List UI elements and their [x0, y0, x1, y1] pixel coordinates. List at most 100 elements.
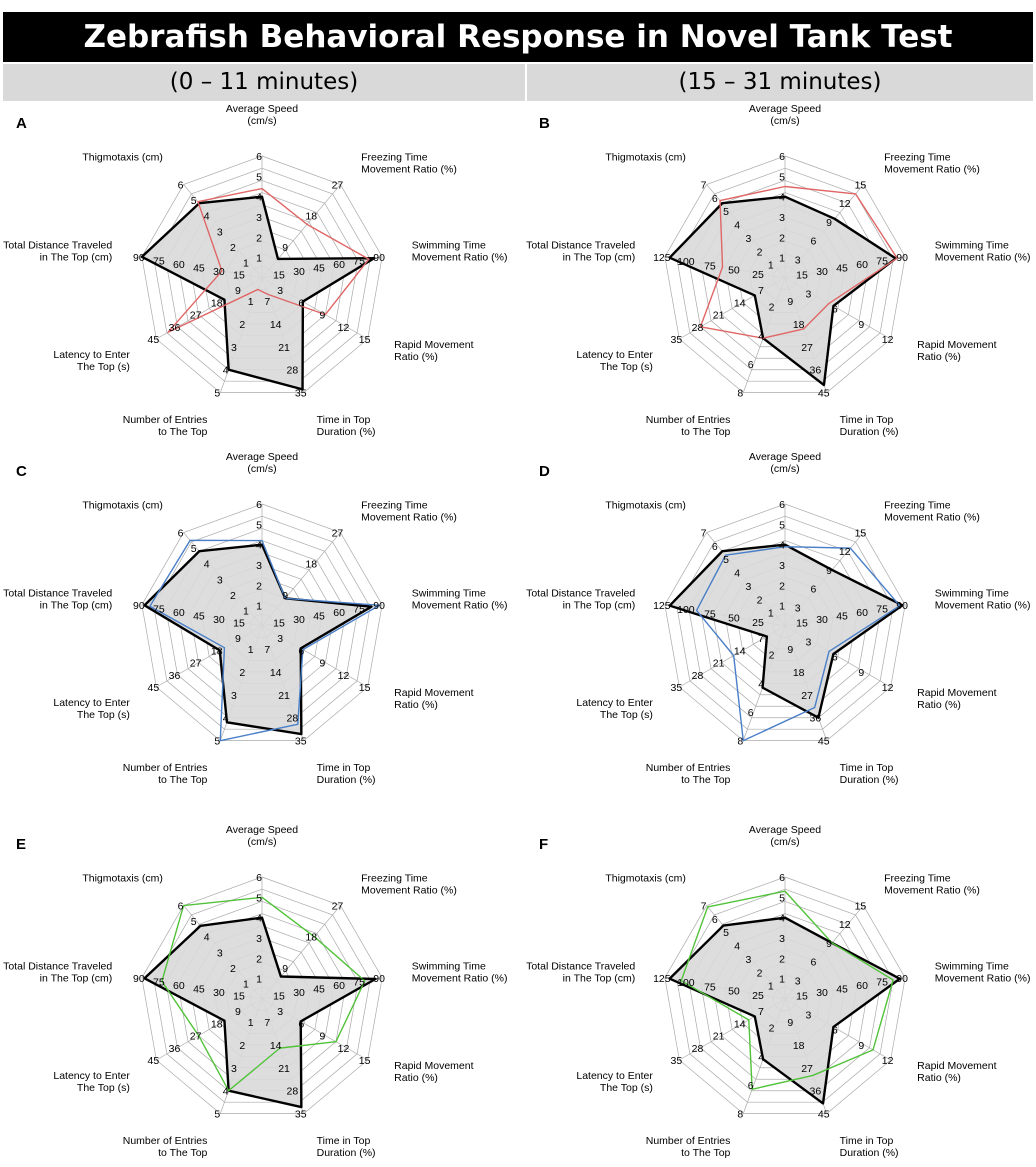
tick-label: 3: [277, 1006, 283, 1018]
tick-label: 6: [748, 359, 754, 371]
tick-label: 9: [282, 963, 288, 975]
tick-label: 6: [810, 957, 816, 969]
tick-label: 3: [795, 254, 801, 266]
tick-label: 45: [148, 1055, 160, 1067]
tick-label: 3: [745, 581, 751, 593]
tick-label: 5: [191, 543, 197, 555]
tick-label: 14: [734, 297, 746, 309]
tick-label: 45: [313, 262, 325, 274]
axis-label: Latency to Enter The Top (s): [576, 697, 653, 721]
axis-label: Number of Entries to The Top: [646, 1135, 731, 1159]
grid-ring: [676, 515, 894, 730]
tick-label: 125: [653, 600, 671, 612]
tick-label: 21: [278, 342, 290, 354]
axis-label: Latency to Enter The Top (s): [53, 697, 130, 721]
tick-label: 35: [671, 334, 683, 346]
tick-label: 1: [243, 978, 249, 990]
tick-label: 18: [211, 645, 223, 657]
tick-label: 50: [728, 265, 740, 277]
axis-label: Average Speed (cm/s): [749, 824, 821, 848]
axis-label: Rapid Movement Ratio (%): [917, 1060, 996, 1084]
tick-label: 1: [768, 608, 774, 620]
tick-label: 75: [704, 981, 716, 993]
tick-label: 2: [769, 302, 775, 314]
tick-label: 4: [223, 1086, 229, 1098]
tick-label: 6: [178, 180, 184, 192]
axis-label: Freezing Time Movement Ratio (%): [361, 500, 457, 524]
tick-label: 4: [758, 330, 764, 342]
tick-label: 1: [243, 257, 249, 269]
axis-label: Latency to Enter The Top (s): [576, 1070, 653, 1094]
series-polygon-panel_e: [161, 896, 366, 1092]
tick-label: 15: [796, 269, 808, 281]
tick-label: 28: [692, 670, 704, 682]
tick-label: 75: [704, 608, 716, 620]
tick-label: 9: [826, 938, 832, 950]
tick-label: 14: [270, 667, 282, 679]
tick-label: 28: [692, 1043, 704, 1055]
tick-label: 6: [832, 1025, 838, 1037]
axis-label: Thigmotaxis (cm): [82, 873, 163, 885]
tick-label: 45: [313, 610, 325, 622]
tick-label: 90: [896, 973, 908, 985]
tick-label: 27: [801, 690, 813, 702]
tick-label: 4: [734, 941, 740, 953]
axis-label: Thigmotaxis (cm): [82, 152, 163, 164]
tick-label: 9: [282, 590, 288, 602]
tick-label: 1: [248, 644, 254, 656]
tick-label: 21: [713, 310, 725, 322]
axis-label: Total Distance Traveled in The Top (cm): [526, 587, 635, 611]
tick-label: 5: [214, 736, 220, 748]
tick-label: 12: [839, 198, 851, 210]
tick-label: 5: [779, 892, 785, 904]
axis-label: Rapid Movement Ratio (%): [394, 339, 473, 363]
grid-ring: [153, 515, 371, 730]
series-polygon-reference: [668, 195, 898, 387]
tick-label: 5: [723, 206, 729, 218]
grid-ring: [141, 155, 383, 393]
tick-label: 5: [214, 388, 220, 400]
tick-label: 8: [737, 388, 743, 400]
tick-label: 3: [745, 954, 751, 966]
tick-label: 3: [231, 690, 237, 702]
tick-label: 6: [832, 652, 838, 664]
tick-label: 6: [712, 541, 718, 553]
tick-label: 45: [818, 1109, 830, 1121]
tick-label: 27: [190, 1031, 202, 1043]
tick-label: 30: [293, 614, 305, 626]
axis-label: Latency to Enter The Top (s): [576, 349, 653, 373]
tick-label: 6: [178, 901, 184, 913]
tick-label: 30: [293, 266, 305, 278]
axis-label: Rapid Movement Ratio (%): [917, 687, 996, 711]
tick-label: 4: [204, 559, 210, 571]
tick-label: 35: [295, 388, 307, 400]
tick-label: 60: [333, 607, 345, 619]
tick-label: 25: [752, 990, 764, 1002]
tick-label: 3: [795, 602, 801, 614]
tick-label: 1: [779, 601, 785, 613]
tick-label: 1: [248, 1017, 254, 1029]
tick-label: 3: [805, 1009, 811, 1021]
tick-label: 100: [677, 256, 695, 268]
tick-label: 12: [338, 1043, 350, 1055]
axis-label: Rapid Movement Ratio (%): [394, 687, 473, 711]
axis-label: Swimming Time Movement Ratio (%): [935, 960, 1031, 984]
panel-letter: F: [539, 836, 548, 853]
tick-label: 3: [805, 288, 811, 300]
panel-letter: E: [16, 836, 26, 853]
tick-label: 3: [231, 1063, 237, 1075]
tick-label: 3: [805, 636, 811, 648]
tick-label: 18: [305, 211, 317, 223]
tick-label: 30: [213, 614, 225, 626]
tick-label: 2: [769, 1023, 775, 1035]
tick-label: 100: [677, 604, 695, 616]
tick-label: 1: [256, 601, 262, 613]
tick-label: 27: [801, 342, 813, 354]
panel-letter: A: [16, 115, 27, 132]
tick-label: 21: [713, 658, 725, 670]
tick-label: 9: [319, 658, 325, 670]
series-polygon-reference: [668, 543, 904, 719]
